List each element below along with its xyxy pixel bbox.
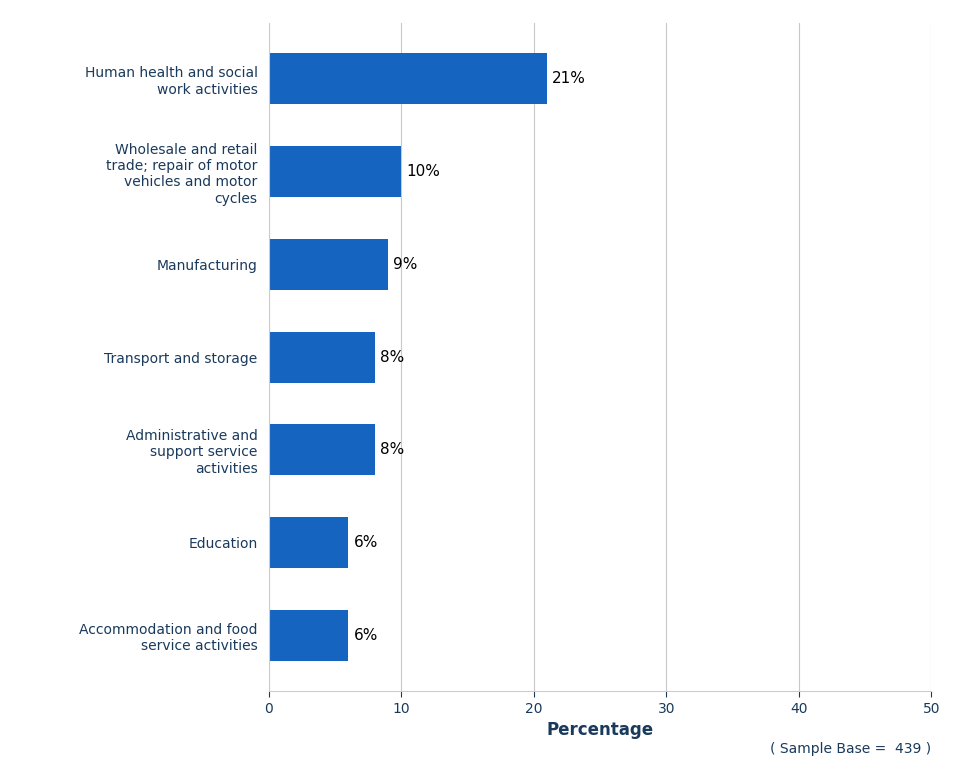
Bar bbox=[269, 332, 374, 382]
Text: 6%: 6% bbox=[353, 535, 378, 550]
Text: ( Sample Base =  439 ): ( Sample Base = 439 ) bbox=[770, 743, 931, 756]
Bar bbox=[269, 517, 348, 568]
Text: 8%: 8% bbox=[380, 442, 404, 458]
Bar bbox=[269, 239, 388, 290]
Bar bbox=[269, 425, 374, 475]
Bar bbox=[269, 146, 401, 197]
Bar bbox=[269, 54, 547, 104]
Text: 6%: 6% bbox=[353, 627, 378, 643]
Text: 10%: 10% bbox=[407, 164, 441, 179]
X-axis label: Percentage: Percentage bbox=[546, 721, 654, 739]
Bar bbox=[269, 610, 348, 660]
Text: 21%: 21% bbox=[552, 71, 587, 87]
Text: 9%: 9% bbox=[394, 257, 418, 272]
Text: 8%: 8% bbox=[380, 349, 404, 365]
